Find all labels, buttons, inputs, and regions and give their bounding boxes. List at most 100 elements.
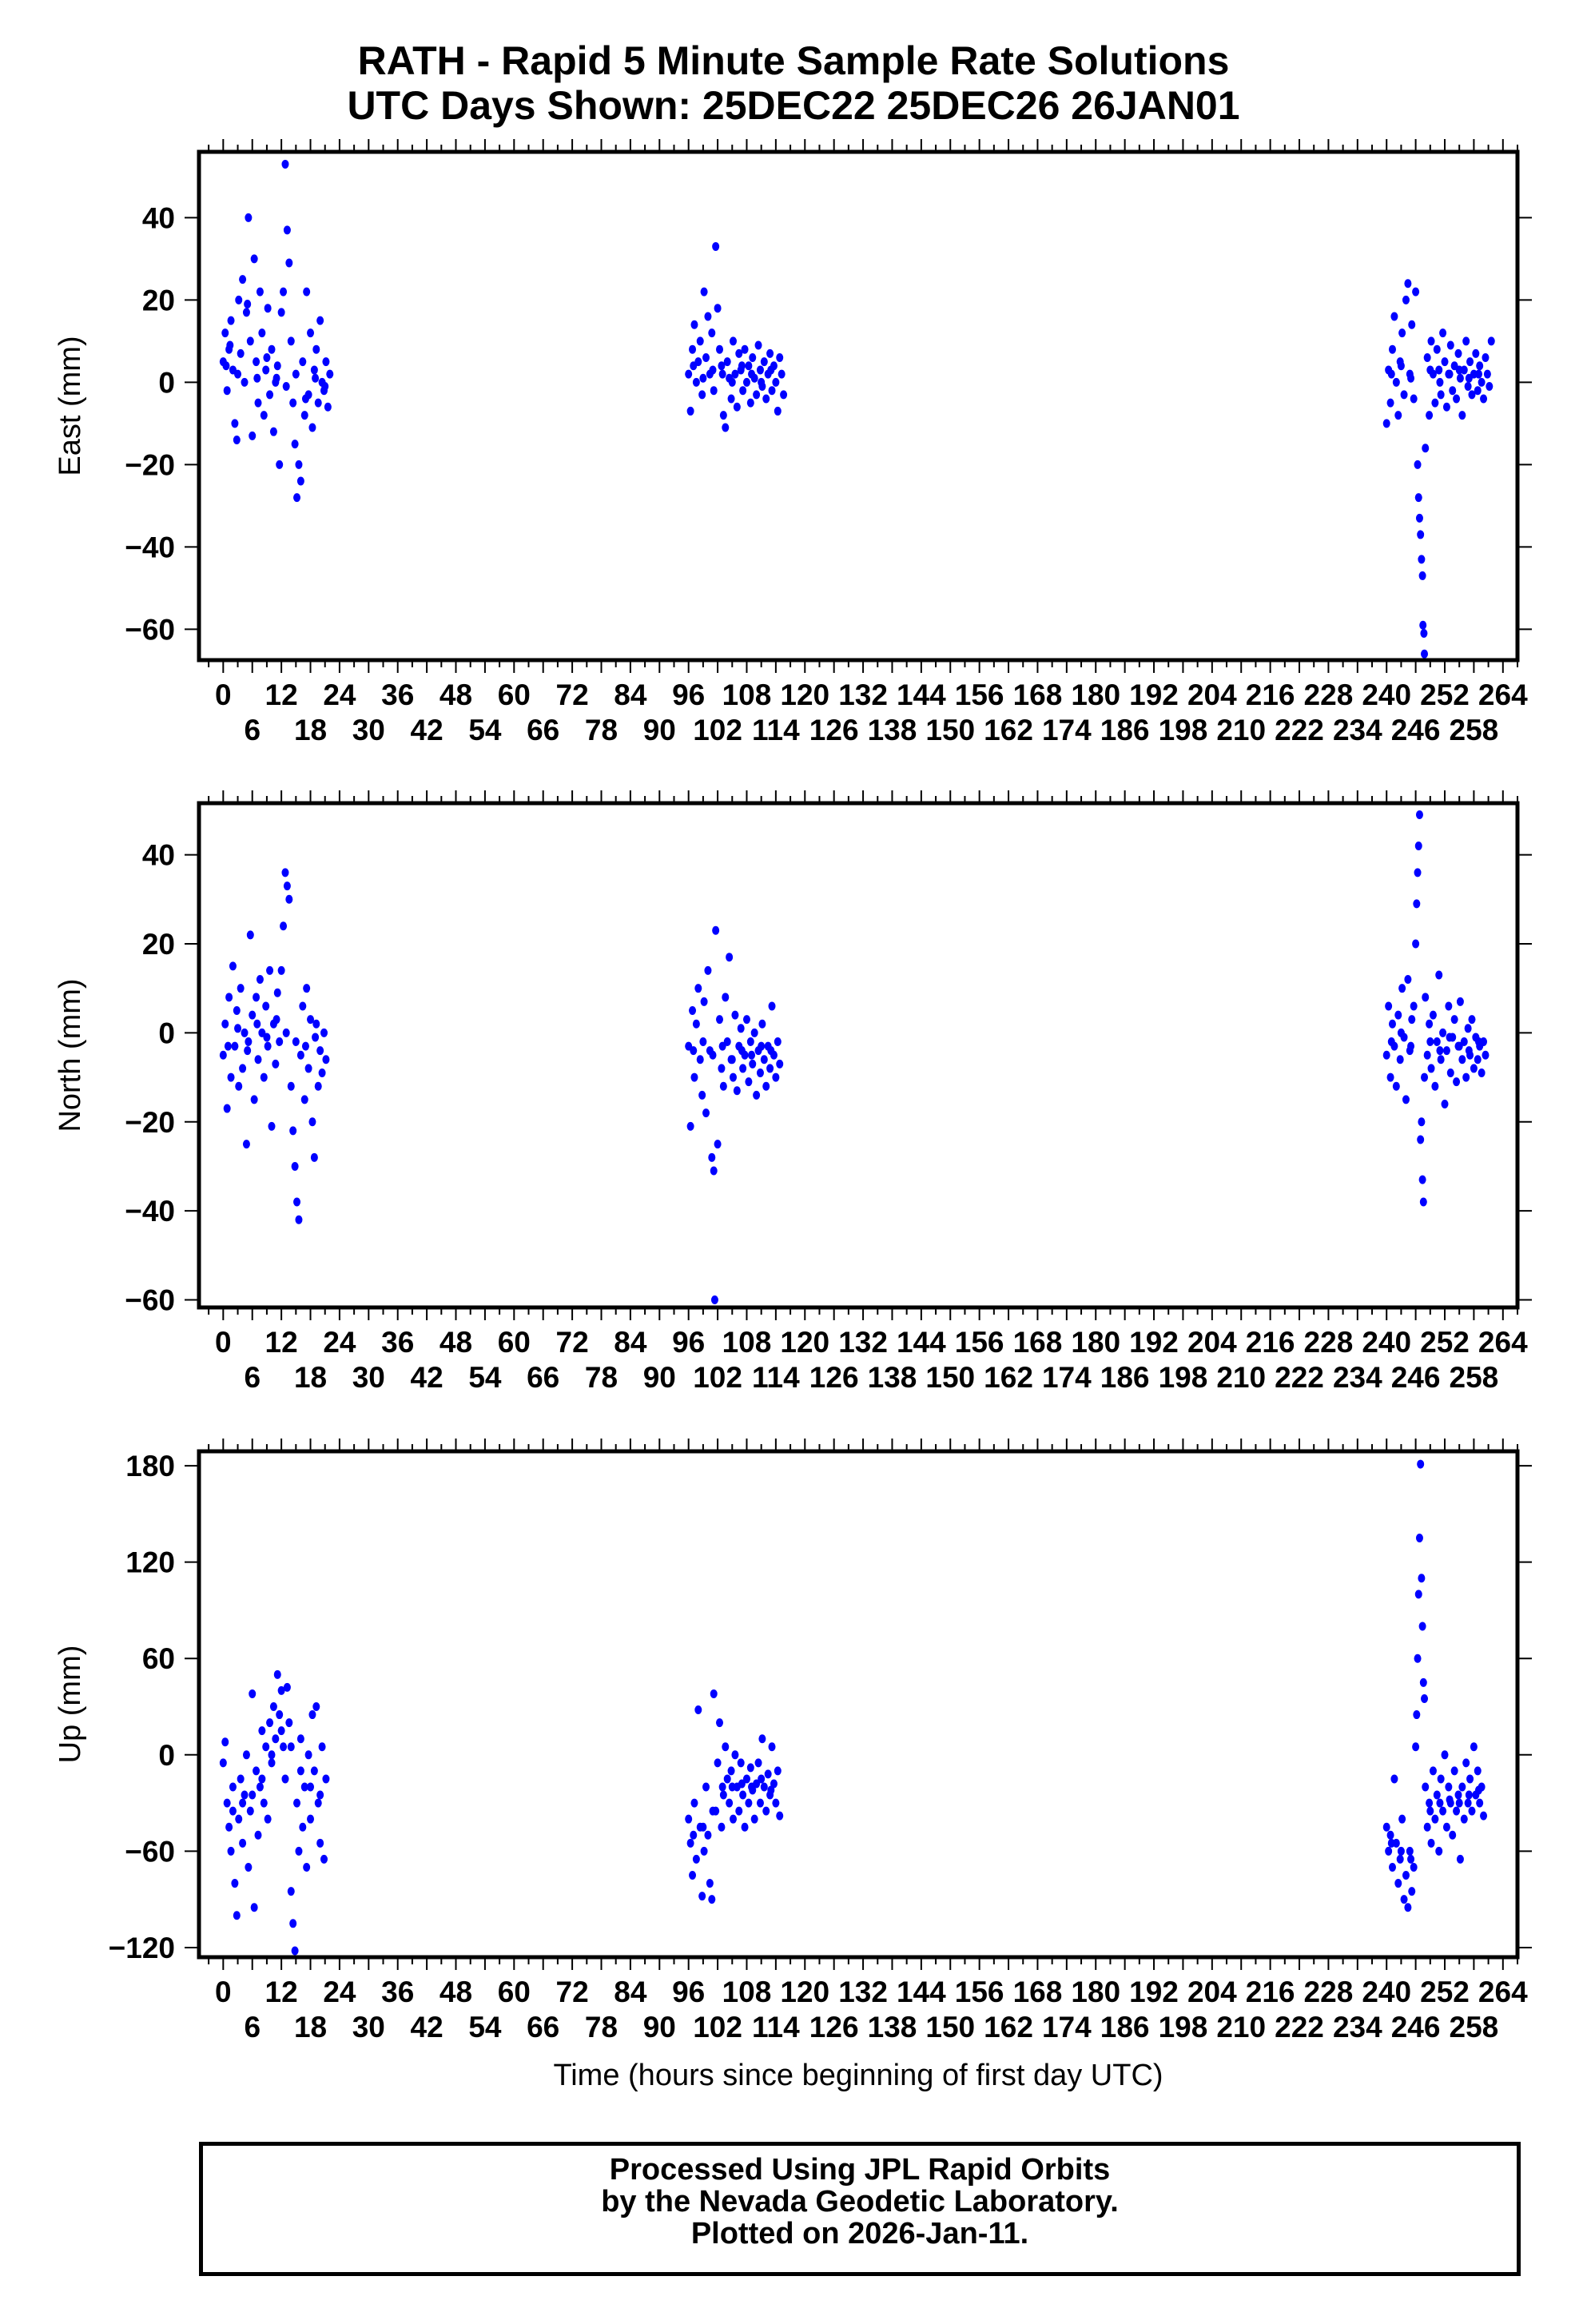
data-point xyxy=(268,1750,276,1760)
data-point xyxy=(283,225,291,235)
data-point xyxy=(226,340,234,350)
data-point xyxy=(1419,1197,1427,1207)
data-point xyxy=(738,1046,746,1056)
data-point xyxy=(295,1846,303,1856)
x-tick-label: 252 xyxy=(1420,678,1470,711)
x-tick-label: 90 xyxy=(643,1361,676,1394)
data-point xyxy=(258,1774,266,1784)
data-point xyxy=(312,1019,320,1029)
x-tick-label: 138 xyxy=(868,1361,917,1394)
data-point xyxy=(1431,1814,1439,1824)
x-tick-label: 216 xyxy=(1246,678,1295,711)
data-point xyxy=(233,435,241,444)
data-point xyxy=(768,386,776,396)
data-point xyxy=(269,427,277,436)
data-point xyxy=(308,1117,316,1127)
data-point xyxy=(1410,1001,1418,1011)
data-point xyxy=(250,254,258,264)
x-tick-label: 258 xyxy=(1450,714,1499,746)
data-point xyxy=(739,1064,747,1073)
data-point xyxy=(223,386,231,396)
data-point xyxy=(273,1669,281,1679)
data-point xyxy=(1439,1806,1447,1816)
data-point xyxy=(277,1726,285,1736)
data-point xyxy=(1474,1037,1482,1047)
data-point xyxy=(222,361,230,371)
data-point xyxy=(719,411,727,420)
data-point xyxy=(262,1742,270,1752)
data-point xyxy=(1460,1814,1468,1824)
data-point xyxy=(241,1028,249,1037)
data-point xyxy=(712,925,720,935)
data-point xyxy=(293,1197,301,1207)
data-point xyxy=(748,1782,756,1792)
data-point xyxy=(690,1046,698,1056)
x-tick-label: 48 xyxy=(440,678,472,711)
x-tick-label: 144 xyxy=(897,1326,946,1359)
x-tick-label: 36 xyxy=(381,1326,414,1359)
data-point xyxy=(1408,1015,1416,1025)
data-point xyxy=(307,1015,315,1025)
data-point xyxy=(1446,1068,1454,1077)
data-point xyxy=(758,1774,766,1784)
data-point xyxy=(768,1742,776,1752)
x-tick-label: 240 xyxy=(1362,1326,1411,1359)
data-point xyxy=(242,1140,250,1149)
data-point xyxy=(702,1108,710,1118)
data-point xyxy=(719,1081,727,1091)
data-point xyxy=(1462,1758,1470,1768)
panel-3: 0612182430364248546066727884909610210811… xyxy=(54,1439,1532,2092)
data-point xyxy=(268,344,276,354)
data-point xyxy=(299,1001,307,1011)
x-tick-label: 174 xyxy=(1042,714,1092,746)
data-point xyxy=(746,1763,754,1773)
data-point xyxy=(1414,1590,1422,1599)
data-point xyxy=(1382,1822,1390,1832)
x-tick-label: 120 xyxy=(780,1326,829,1359)
data-point xyxy=(293,493,301,503)
data-point xyxy=(1436,377,1444,387)
data-point xyxy=(235,1081,243,1091)
data-point xyxy=(706,1879,714,1888)
data-point xyxy=(1398,1814,1406,1824)
footer-line-1: Processed Using JPL Rapid Orbits xyxy=(609,2153,1111,2187)
data-point xyxy=(322,1774,330,1784)
data-point xyxy=(758,1041,766,1051)
x-tick-label: 48 xyxy=(440,1976,472,2008)
data-point xyxy=(1446,1033,1454,1042)
data-point xyxy=(1455,365,1463,375)
data-point xyxy=(272,1015,280,1025)
y-axis-label: North (mm) xyxy=(54,978,87,1132)
panel-1: 0612182430364248546066727884909610210811… xyxy=(54,139,1532,746)
x-tick-label: 12 xyxy=(265,678,298,711)
data-point xyxy=(318,1742,326,1752)
x-tick-label: 210 xyxy=(1216,1361,1266,1394)
data-point xyxy=(1407,373,1415,383)
x-tick-label: 66 xyxy=(527,714,559,746)
data-point xyxy=(281,159,289,169)
data-point xyxy=(1415,810,1423,819)
data-point xyxy=(235,1814,243,1824)
data-point xyxy=(1398,984,1406,993)
data-point xyxy=(1386,1830,1394,1840)
data-point xyxy=(1412,287,1420,296)
data-point xyxy=(1417,530,1425,539)
data-point xyxy=(320,1854,328,1864)
data-point xyxy=(690,320,698,329)
x-tick-label: 30 xyxy=(352,714,385,746)
data-point xyxy=(312,373,320,383)
data-point xyxy=(1422,444,1430,453)
x-tick-label: 6 xyxy=(244,1361,261,1394)
data-point xyxy=(264,1814,272,1824)
data-point xyxy=(772,1798,780,1808)
data-point xyxy=(716,1015,724,1025)
data-point xyxy=(256,287,264,296)
data-point xyxy=(1406,1846,1414,1856)
data-point xyxy=(780,390,788,400)
data-point xyxy=(690,1072,698,1082)
data-point xyxy=(322,1055,330,1065)
data-point xyxy=(1487,336,1495,346)
data-point xyxy=(726,953,734,962)
data-point xyxy=(766,348,774,358)
